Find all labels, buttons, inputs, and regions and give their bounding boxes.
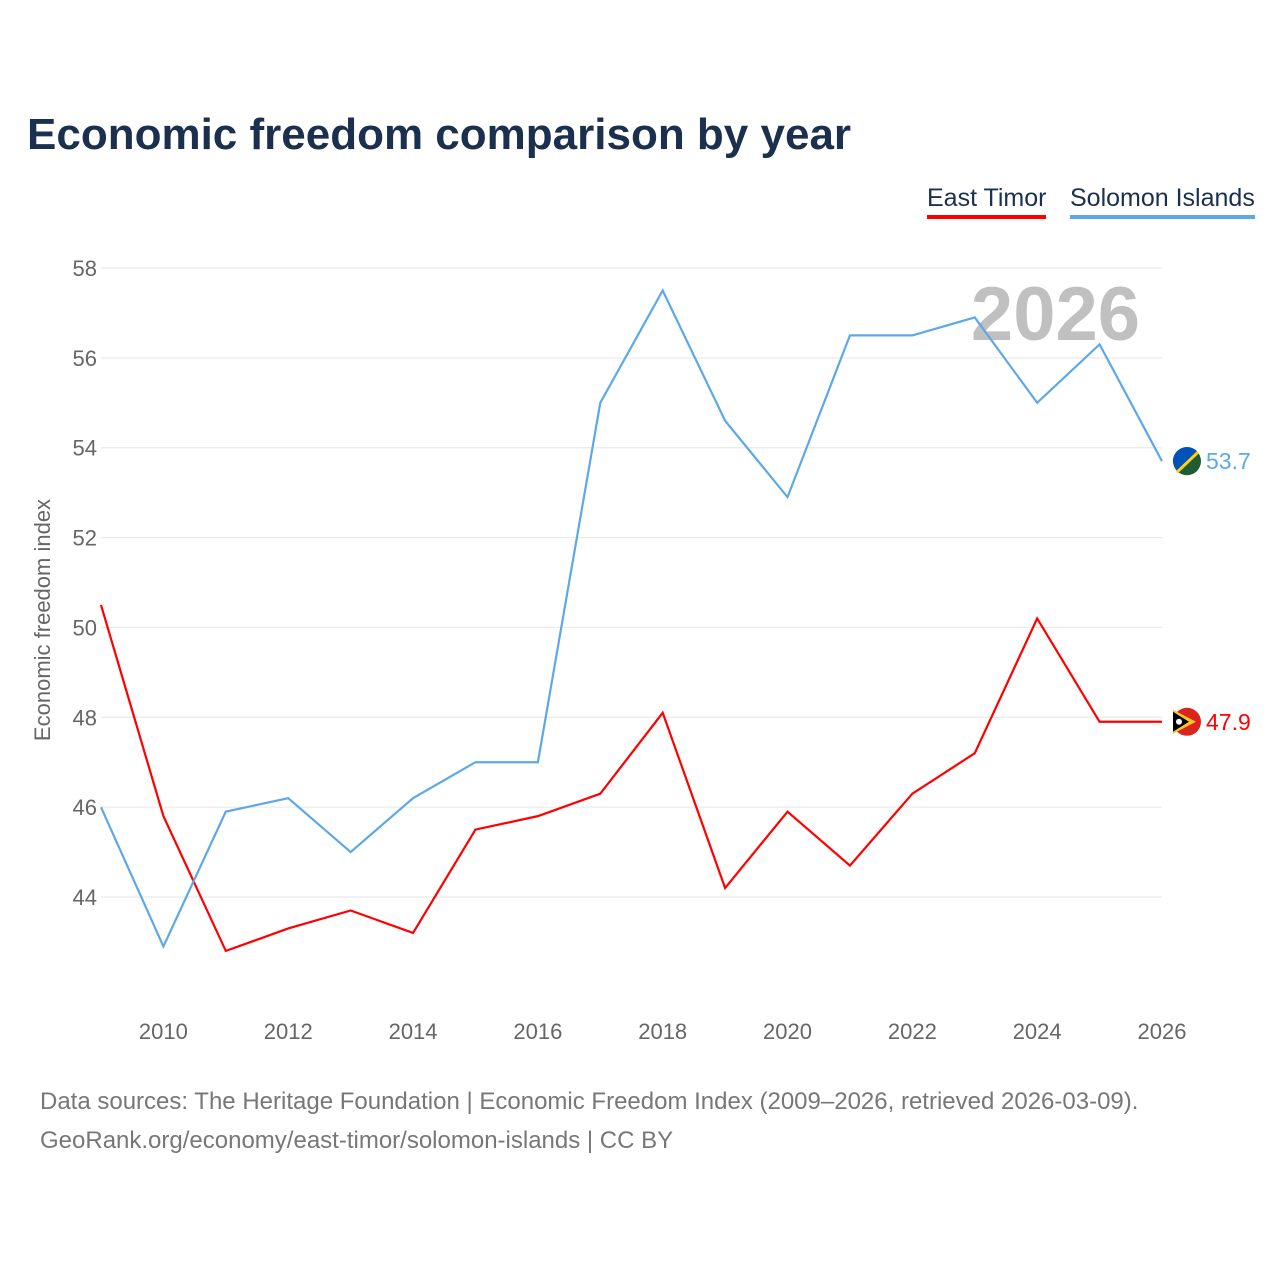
solomon-islands-flag-icon	[1172, 446, 1201, 476]
y-tick-label: 44	[73, 885, 97, 910]
end-value-label: 53.7	[1206, 448, 1251, 474]
y-tick-label: 52	[73, 526, 97, 551]
series-line-0[interactable]	[99, 604, 1162, 953]
x-tick-label: 2010	[139, 1019, 188, 1044]
x-tick-label: 2014	[389, 1019, 438, 1044]
x-tick-label: 2026	[1138, 1019, 1187, 1044]
x-tick-label: 2020	[763, 1019, 812, 1044]
x-tick-label: 2016	[513, 1019, 562, 1044]
y-tick-label: 58	[73, 256, 97, 281]
y-tick-label: 56	[73, 346, 97, 371]
legend-solomon-islands[interactable]: Solomon Islands	[1070, 184, 1255, 219]
footer-sources: Data sources: The Heritage Foundation | …	[40, 1088, 1139, 1115]
x-tick-label: 2022	[888, 1019, 937, 1044]
y-tick-label: 54	[73, 436, 97, 461]
y-axis-label: Economic freedom index	[30, 499, 55, 741]
y-tick-label: 48	[73, 705, 97, 730]
x-tick-label: 2024	[1013, 1019, 1062, 1044]
x-tick-label: 2018	[638, 1019, 687, 1044]
y-tick-label: 46	[73, 795, 97, 820]
y-tick-label: 50	[73, 615, 97, 640]
legend-east-timor[interactable]: East Timor	[927, 184, 1047, 219]
x-tick-label: 2012	[264, 1019, 313, 1044]
footer-credit: GeoRank.org/economy/east-timor/solomon-i…	[40, 1127, 674, 1154]
series-line-1[interactable]	[99, 288, 1163, 950]
east-timor-flag-icon	[1173, 707, 1201, 736]
end-value-label: 47.9	[1206, 709, 1251, 735]
chart-title: Economic freedom comparison by year	[27, 110, 852, 159]
year-watermark: 2026	[971, 272, 1140, 357]
